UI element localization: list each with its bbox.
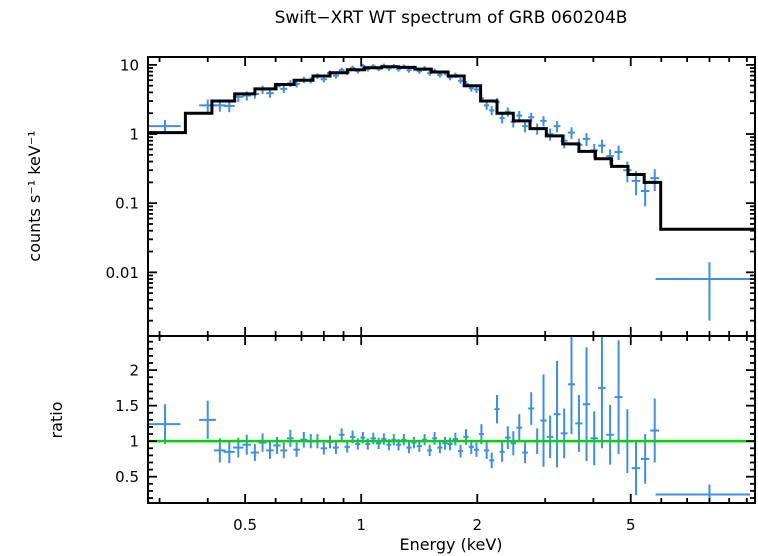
y-tick-label-counts: 0.01	[106, 264, 139, 282]
plot-area: 0.5 1 2 5 10 1 0.1 0.01 2 1.5 1 0.5	[106, 56, 756, 534]
y-tick-label-ratio: 1	[129, 433, 139, 451]
chart-title: Swift−XRT WT spectrum of GRB 060204B	[275, 8, 628, 28]
y-tick-label-counts: 0.1	[115, 195, 139, 213]
x-tick-label: 5	[626, 516, 636, 534]
y-axis-label-counts: counts s⁻¹ keV⁻¹	[25, 130, 44, 261]
y-tick-label-ratio: 2	[129, 362, 139, 380]
x-tick-label: 2	[473, 516, 483, 534]
tick-labels: 0.5 1 2 5 10 1 0.1 0.01 2 1.5 1 0.5	[106, 56, 636, 534]
x-axis-label: Energy (keV)	[399, 535, 502, 554]
y-tick-label-counts: 10	[120, 56, 139, 74]
y-axis-label-ratio: ratio	[47, 402, 66, 439]
y-tick-label-ratio: 1.5	[115, 397, 139, 415]
y-tick-label-counts: 1	[129, 126, 139, 144]
x-tick-label: 1	[356, 516, 366, 534]
x-tick-label: 0.5	[233, 516, 257, 534]
model-line	[148, 65, 755, 231]
y-tick-label-ratio: 0.5	[115, 468, 139, 486]
panel-frames	[147, 56, 756, 504]
ratio-data-series	[148, 336, 751, 503]
